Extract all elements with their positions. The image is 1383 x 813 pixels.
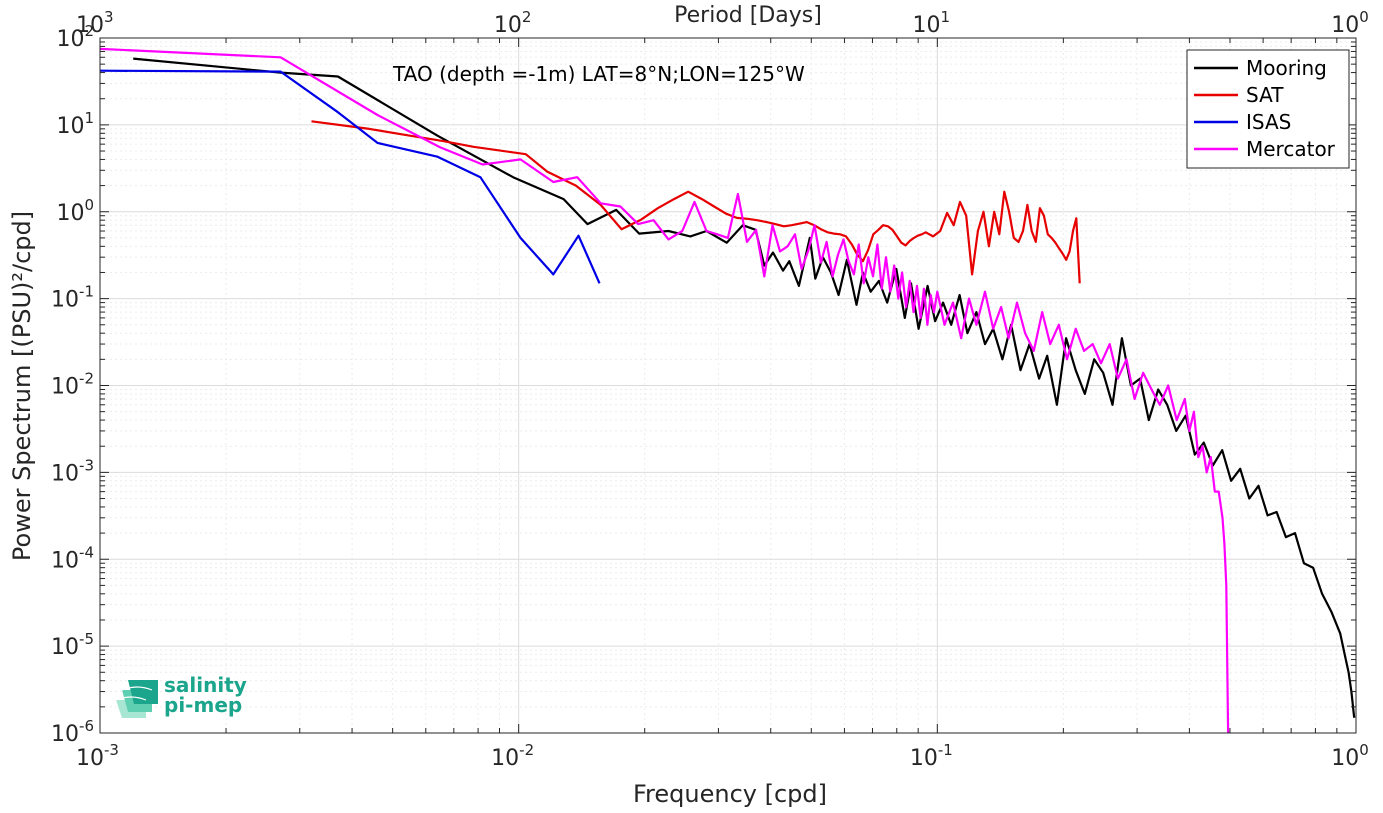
y-tick-label: 10-3 <box>51 456 94 486</box>
y-tick-label-exponent: 1 <box>84 109 94 127</box>
y-tick-label-exponent: -6 <box>79 717 94 735</box>
y-tick-label-exponent: -4 <box>79 543 94 561</box>
y-tick-label: 10-2 <box>51 370 94 400</box>
x-tick-label-exponent: 0 <box>1359 741 1369 759</box>
logo-line-1: salinity <box>164 673 247 697</box>
x-tick-label: 100 <box>1331 741 1369 771</box>
y-tick-label-base: 10 <box>51 722 79 747</box>
y-tick-label-base: 10 <box>51 375 79 400</box>
x2-tick-label: 101 <box>913 8 951 38</box>
x2-tick-label-base: 10 <box>913 13 941 38</box>
x-axis-title: Frequency [cpd] <box>633 780 827 808</box>
y-tick-label-base: 10 <box>51 461 79 486</box>
series-line-mercator <box>99 47 1230 734</box>
y-tick-label-exponent: -1 <box>79 283 94 301</box>
y-tick-label-base: 10 <box>51 548 79 573</box>
ticks <box>99 38 1356 734</box>
x-tick-label-exponent: -2 <box>519 741 534 759</box>
x2-tick-label: 102 <box>494 8 532 38</box>
series-lines <box>99 47 1356 734</box>
y-axis-title-text: Power Spectrum [(PSU)²/cpd] <box>8 211 36 561</box>
y-tick-label: 10-6 <box>51 717 94 747</box>
legend-label-isas: ISAS <box>1246 110 1291 134</box>
x2-tick-label-base: 10 <box>76 13 104 38</box>
y-tick-label: 102 <box>56 22 94 52</box>
y-tick-label-exponent: 2 <box>84 22 94 40</box>
x2-tick-label: 100 <box>1331 8 1369 38</box>
x2-tick-label-base: 10 <box>494 13 522 38</box>
x2-tick-label: 103 <box>76 8 114 38</box>
legend: Mooring SAT ISAS Mercator <box>1186 49 1350 169</box>
y-tick-label: 100 <box>56 196 94 226</box>
top-axis-title: Period [Days] <box>674 3 822 28</box>
y-tick-label-exponent: -2 <box>79 370 94 388</box>
y-axis-title: Power Spectrum [(PSU)²/cpd] <box>8 211 36 561</box>
legend-label-mooring: Mooring <box>1246 56 1327 80</box>
y-tick-label: 10-1 <box>51 283 94 313</box>
x-tick-label-exponent: -1 <box>938 741 953 759</box>
logo-line-2: pi-mep <box>164 693 242 717</box>
y-tick-label-exponent: 0 <box>84 196 94 214</box>
legend-items: Mooring SAT ISAS Mercator <box>1194 56 1336 161</box>
wave-stack-icon <box>115 680 158 718</box>
x2-tick-label-exponent: 2 <box>522 8 532 26</box>
x2-tick-label-exponent: 3 <box>104 8 114 26</box>
series-line-isas <box>99 69 601 284</box>
x-tick-label-base: 10 <box>76 746 104 771</box>
y-tick-label-base: 10 <box>56 201 84 226</box>
chart-title: TAO (depth =-1m) LAT=8°N;LON=125°W <box>392 62 805 86</box>
y-tick-label: 10-4 <box>51 543 94 573</box>
y-tick-label: 101 <box>56 109 94 139</box>
y-tick-label-exponent: -3 <box>79 456 94 474</box>
x2-tick-label-base: 10 <box>1331 13 1359 38</box>
x2-tick-label-exponent: 1 <box>941 8 951 26</box>
y-tick-label: 10-5 <box>51 630 94 660</box>
x-tick-label-base: 10 <box>491 746 519 771</box>
legend-label-sat: SAT <box>1246 83 1284 107</box>
y-tick-label-base: 10 <box>51 635 79 660</box>
y-tick-label-base: 10 <box>56 27 84 52</box>
x-tick-label-base: 10 <box>910 746 938 771</box>
x2-tick-label-exponent: 0 <box>1359 8 1369 26</box>
series-line-mooring <box>133 57 1356 718</box>
x-tick-label-base: 10 <box>1331 746 1359 771</box>
series-line-sat <box>311 120 1081 284</box>
salinity-pi-mep-logo: salinity pi-mep <box>115 673 247 718</box>
x-tick-label: 10-2 <box>491 741 534 771</box>
y-tick-label-exponent: -5 <box>79 630 94 648</box>
x-tick-label: 10-1 <box>910 741 953 771</box>
x-tick-label: 10-3 <box>76 741 119 771</box>
x-tick-label-exponent: -3 <box>104 741 119 759</box>
legend-label-mercator: Mercator <box>1246 137 1336 161</box>
y-tick-label-base: 10 <box>51 288 79 313</box>
y-tick-label-base: 10 <box>56 114 84 139</box>
